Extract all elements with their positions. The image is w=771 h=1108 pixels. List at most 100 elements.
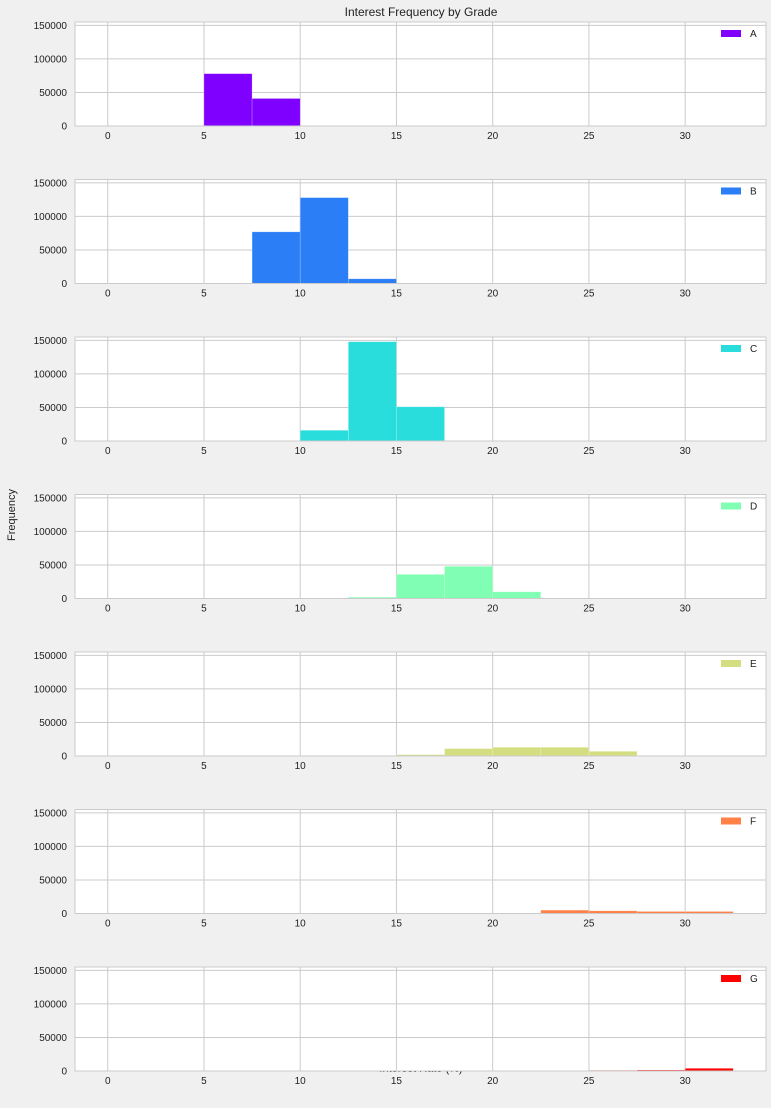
legend-swatch <box>721 30 741 37</box>
x-tick-label: 0 <box>105 1076 111 1087</box>
x-tick-label: 5 <box>201 131 207 142</box>
y-tick-label: 50000 <box>39 245 67 256</box>
y-tick-label: 150000 <box>34 493 68 504</box>
histogram-bar <box>348 278 397 284</box>
x-tick-label: 30 <box>680 761 692 772</box>
histogram-bar <box>588 751 638 757</box>
legend-label: D <box>750 502 757 513</box>
x-tick-label: 20 <box>487 604 499 615</box>
plot-area <box>75 22 766 126</box>
histogram-bar <box>540 909 590 914</box>
legend-label: G <box>750 974 758 985</box>
x-tick-label: 30 <box>680 604 692 615</box>
plot-area <box>75 967 766 1071</box>
legend-label: C <box>750 344 757 355</box>
histogram-bar <box>299 429 349 442</box>
histogram-bar <box>299 197 349 284</box>
x-tick-label: 25 <box>583 604 595 615</box>
x-tick-label: 25 <box>583 761 595 772</box>
legend-label: A <box>750 29 757 40</box>
plot-frame <box>74 336 767 442</box>
y-tick-label: 100000 <box>34 212 68 223</box>
y-tick-label: 50000 <box>39 403 67 414</box>
plot-area <box>75 809 766 914</box>
plot-area <box>75 179 766 284</box>
x-tick-label: 5 <box>201 761 207 772</box>
y-tick-label: 0 <box>61 909 67 920</box>
y-tick-label: 50000 <box>39 1033 67 1044</box>
y-tick-label: 50000 <box>39 560 67 571</box>
y-tick-label: 0 <box>61 437 67 448</box>
legend-swatch <box>721 660 741 667</box>
y-tick-label: 100000 <box>34 54 68 65</box>
histogram-bar <box>348 341 397 442</box>
x-tick-label: 15 <box>391 1076 403 1087</box>
x-tick-label: 25 <box>583 446 595 457</box>
x-tick-label: 5 <box>201 1076 207 1087</box>
x-tick-label: 25 <box>583 131 595 142</box>
legend-label: B <box>750 187 757 198</box>
histogram-bar <box>444 565 493 599</box>
histogram-bar <box>492 746 542 757</box>
panel-b: 0 5 10 15 20 25 30 0 50000 100000 150000 B <box>34 178 767 300</box>
y-tick-label: 100000 <box>34 527 68 538</box>
y-tick-label: 0 <box>61 279 67 290</box>
plot-frame <box>74 809 767 914</box>
plot-frame <box>74 21 767 127</box>
x-tick-label: 15 <box>391 446 403 457</box>
x-tick-label: 0 <box>105 761 111 772</box>
x-tick-label: 30 <box>680 919 692 930</box>
legend-swatch <box>721 345 741 352</box>
x-tick-label: 30 <box>680 131 692 142</box>
y-tick-label: 100000 <box>34 684 68 695</box>
plot-area <box>75 652 766 756</box>
x-tick-label: 25 <box>583 289 595 300</box>
x-tick-label: 30 <box>680 1076 692 1087</box>
x-tick-label: 0 <box>105 446 111 457</box>
x-tick-label: 0 <box>105 131 111 142</box>
x-tick-label: 10 <box>295 919 307 930</box>
plot-frame <box>74 494 767 599</box>
x-tick-label: 20 <box>487 289 499 300</box>
x-tick-label: 5 <box>201 289 207 300</box>
histogram-bar <box>251 231 301 284</box>
histogram-bar <box>396 406 445 442</box>
y-tick-label: 150000 <box>34 966 68 977</box>
x-tick-label: 15 <box>391 761 403 772</box>
x-tick-label: 0 <box>105 289 111 300</box>
y-tick-label: 150000 <box>34 808 68 819</box>
x-tick-label: 0 <box>105 919 111 930</box>
histogram-bar <box>444 748 493 757</box>
x-tick-label: 5 <box>201 604 207 615</box>
x-tick-label: 10 <box>295 604 307 615</box>
panel-f: 0 5 10 15 20 25 30 0 50000 100000 150000 F <box>34 808 767 930</box>
plot-frame <box>74 966 767 1072</box>
y-tick-label: 0 <box>61 594 67 605</box>
x-tick-label: 10 <box>295 289 307 300</box>
histogram-bar <box>251 98 301 127</box>
x-tick-label: 5 <box>201 446 207 457</box>
legend-swatch <box>721 975 741 982</box>
legend-swatch <box>721 187 741 195</box>
legend-swatch <box>721 817 741 825</box>
y-tick-label: 100000 <box>34 369 68 380</box>
y-tick-label: 150000 <box>34 651 68 662</box>
plot-frame <box>74 651 767 757</box>
y-tick-label: 0 <box>61 122 67 133</box>
x-tick-label: 25 <box>583 919 595 930</box>
x-tick-label: 20 <box>487 1076 499 1087</box>
x-tick-label: 10 <box>295 131 307 142</box>
x-tick-label: 10 <box>295 761 307 772</box>
y-tick-label: 100000 <box>34 842 68 853</box>
x-tick-label: 15 <box>391 604 403 615</box>
y-tick-label: 150000 <box>34 21 68 32</box>
chart-title: Interest Frequency by Grade <box>345 5 498 19</box>
x-tick-label: 5 <box>201 919 207 930</box>
panel-c: 0 5 10 15 20 25 30 0 50000 100000 150000 C <box>34 336 767 457</box>
x-tick-label: 15 <box>391 289 403 300</box>
y-tick-label: 150000 <box>34 178 68 189</box>
panel-e: 0 5 10 15 20 25 30 0 50000 100000 150000 E <box>34 651 767 772</box>
x-tick-label: 20 <box>487 131 499 142</box>
